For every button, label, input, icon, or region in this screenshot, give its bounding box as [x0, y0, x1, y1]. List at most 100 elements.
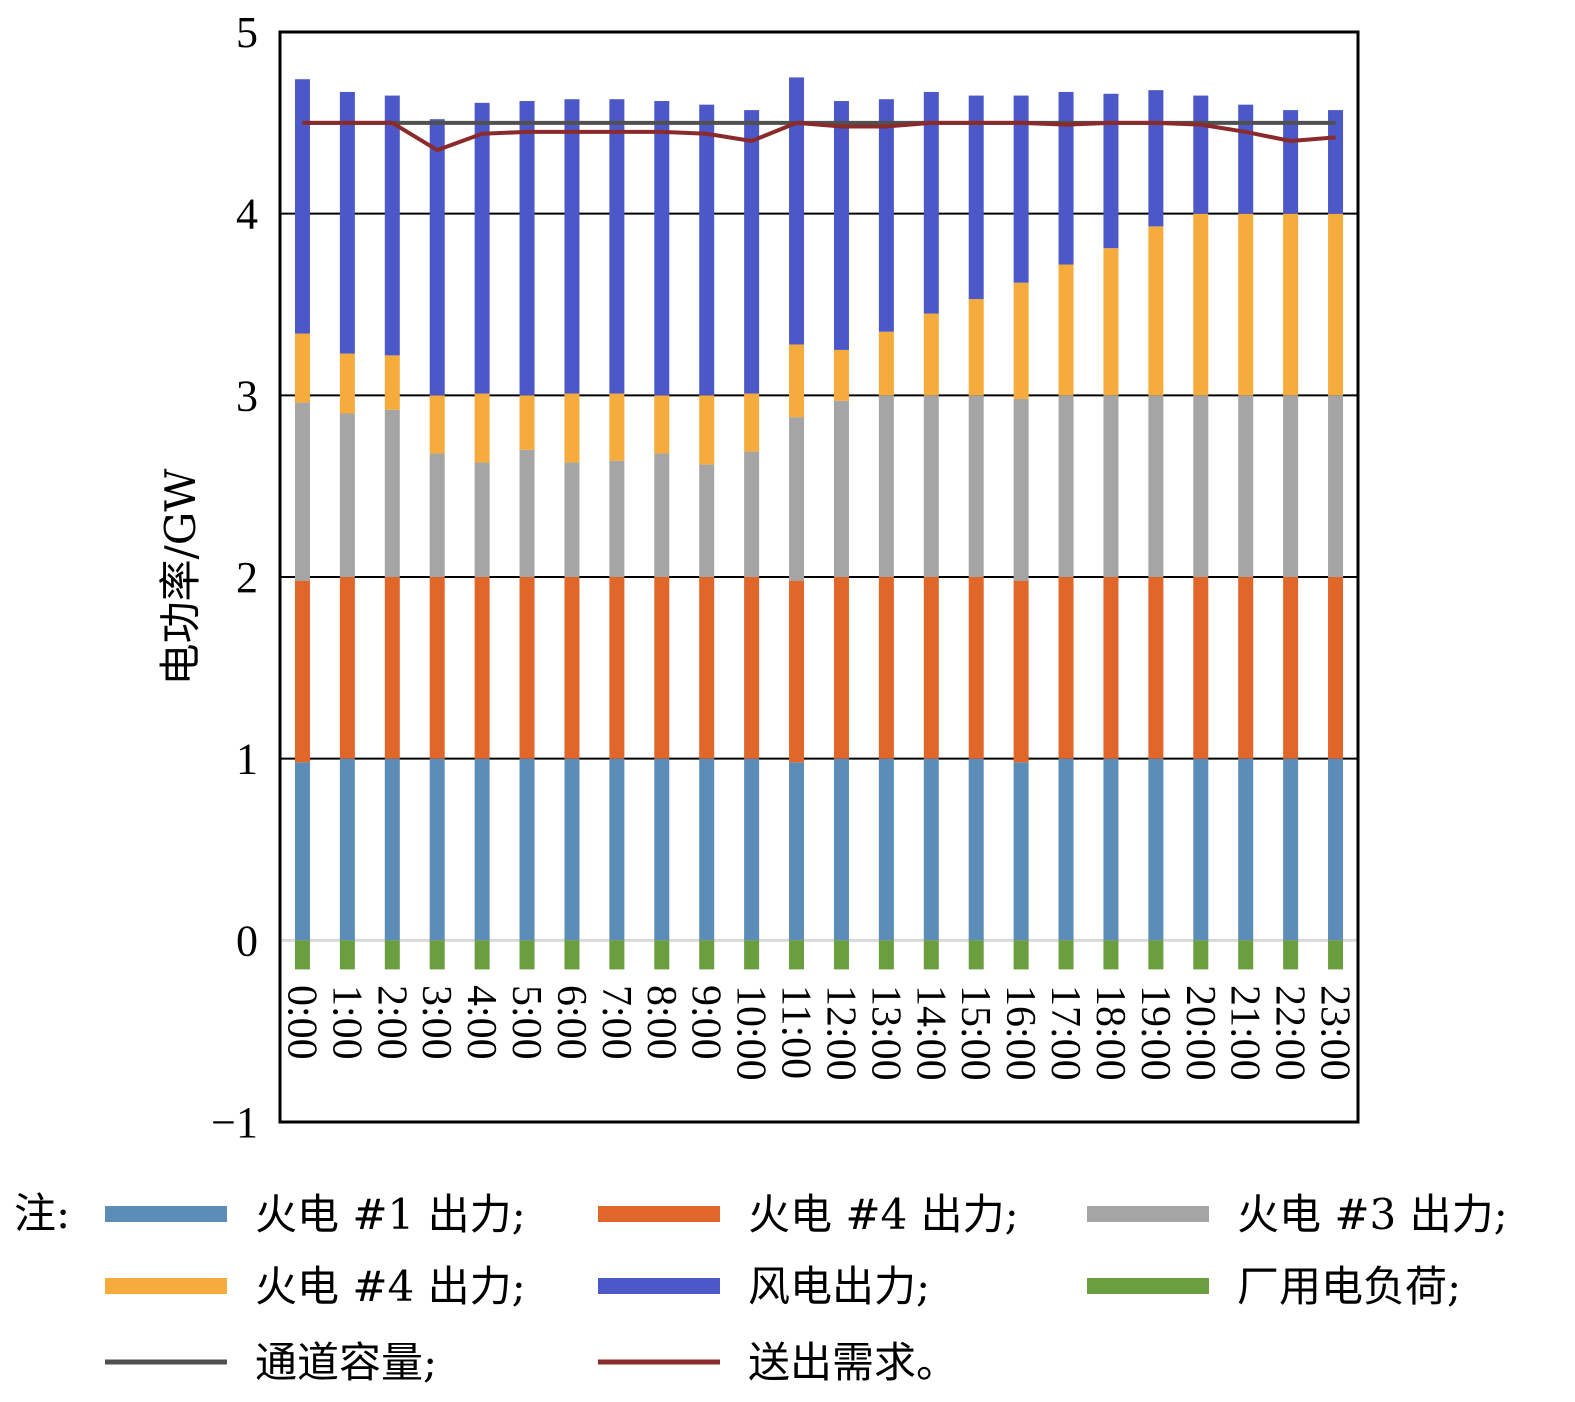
legend-swatch [598, 1278, 720, 1294]
bar-segment [1193, 758, 1209, 941]
bar-segment [609, 393, 625, 461]
x-tick-label: 20:00 [1177, 985, 1223, 1081]
bar-segment [833, 101, 849, 350]
x-tick-label: 18:00 [1087, 985, 1133, 1081]
x-tick-label: 0:00 [278, 985, 324, 1060]
x-tick-label: 22:00 [1267, 985, 1313, 1081]
legend-item: 火电 #3 出力; [1087, 1190, 1508, 1239]
bar-segment [744, 451, 760, 577]
bar-segment [789, 940, 805, 970]
legend-label: 厂用电负荷; [1237, 1262, 1461, 1311]
bar-segment [384, 758, 400, 941]
bar-segment [339, 940, 355, 970]
bar-segment [654, 453, 670, 577]
bar-segment [1058, 91, 1074, 265]
bar-segment [1283, 395, 1299, 577]
bar-segment [1193, 577, 1209, 759]
y-tick-label: 3 [236, 371, 258, 420]
bar-segment [1103, 758, 1119, 941]
legend: 注: 火电 #1 出力; 火电 #4 出力; 火电 #3 出力; 火电 #4 出力; 风… [14, 1189, 1508, 1387]
y-axis-title: 电功率/GW [156, 468, 205, 686]
bar-segment [1328, 577, 1344, 759]
bar-segment [878, 331, 894, 396]
bar-segment [833, 758, 849, 941]
bar-segment [1148, 90, 1164, 227]
bar-segment [1238, 213, 1254, 396]
bar-segment [1058, 758, 1074, 941]
bar-segment [654, 101, 670, 396]
x-tick-label: 4:00 [458, 985, 504, 1060]
bar-segment [1058, 577, 1074, 759]
legend-label: 火电 #4 出力; [255, 1262, 526, 1311]
bar-segment [923, 940, 939, 970]
bar-segment [1193, 95, 1209, 214]
x-tick-label: 23:00 [1312, 985, 1358, 1081]
bar-segment [474, 462, 490, 577]
x-tick-label: 14:00 [907, 985, 953, 1081]
bar-segment [699, 758, 715, 941]
bar-segment [474, 758, 490, 941]
legend-label: 火电 #3 出力; [1237, 1190, 1508, 1239]
bar-segment [519, 449, 535, 577]
bar-segment [699, 577, 715, 759]
legend-item: 送出需求。 [598, 1338, 958, 1387]
bar-segment [1103, 940, 1119, 970]
x-tick-label: 7:00 [593, 985, 639, 1060]
bar-segment [968, 940, 984, 970]
bar-segment [1058, 395, 1074, 577]
bar-segment [1238, 758, 1254, 941]
x-tick-label: 2:00 [368, 985, 414, 1060]
bar-segment [968, 577, 984, 759]
bar-segment [878, 395, 894, 577]
bar-segment [1103, 395, 1119, 577]
legend-label: 通道容量; [255, 1338, 437, 1387]
bar-segment [654, 577, 670, 759]
bar-segment [609, 577, 625, 759]
y-tick-label: −1 [211, 1098, 258, 1147]
bar-segment [1238, 940, 1254, 970]
x-tick-label: 15:00 [952, 985, 998, 1081]
bar-segment [968, 95, 984, 300]
bar-segment [609, 758, 625, 941]
x-axis-ticks: 0:001:002:003:004:005:006:007:008:009:00… [278, 985, 1357, 1081]
bar-segment [699, 104, 715, 396]
bar-segment [1013, 580, 1029, 763]
bar-segment [1283, 758, 1299, 941]
y-tick-label: 4 [236, 190, 258, 239]
bar-segment [384, 409, 400, 577]
bar-segment [1283, 110, 1299, 214]
bar-segment [923, 577, 939, 759]
bar-segment [339, 413, 355, 577]
bar-segment [339, 91, 355, 354]
bar-segment [923, 313, 939, 396]
bar-segment [968, 299, 984, 396]
bar-segment [1058, 940, 1074, 970]
bar-segment [1148, 395, 1164, 577]
bar-segment [384, 940, 400, 970]
bar-segment [1283, 577, 1299, 759]
bar-segment [564, 393, 580, 463]
bar-segment [1148, 940, 1164, 970]
bar-segment [878, 940, 894, 970]
x-tick-label: 8:00 [638, 985, 684, 1060]
bar-segment [564, 940, 580, 970]
bar-segment [1058, 264, 1074, 396]
bar-segment [474, 940, 490, 970]
bar-segment [1103, 577, 1119, 759]
bar-segment [1193, 213, 1209, 396]
bar-segment [294, 580, 310, 763]
bar-segment [968, 758, 984, 941]
legend-item: 火电 #1 出力; [105, 1190, 526, 1239]
bar-segment [699, 464, 715, 577]
x-tick-label: 13:00 [862, 985, 908, 1081]
bar-segment [878, 577, 894, 759]
legend-item: 风电出力; [598, 1262, 930, 1311]
y-tick-label: 1 [236, 735, 258, 784]
bar-segment [564, 462, 580, 577]
bar-segment [1148, 577, 1164, 759]
bar-segment [609, 99, 625, 394]
legend-swatch [105, 1206, 227, 1222]
bar-segment [1013, 95, 1029, 283]
x-tick-label: 10:00 [728, 985, 774, 1081]
y-axis-ticks: −1 0 1 2 3 4 5 [211, 8, 258, 1147]
